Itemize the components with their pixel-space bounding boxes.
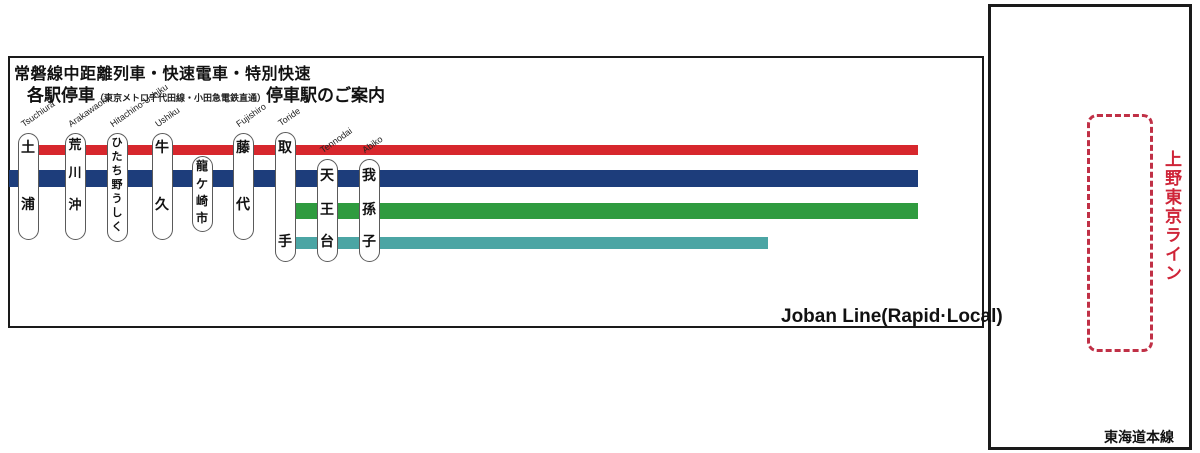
station-name-char: し bbox=[111, 207, 123, 219]
station-capsule: 龍ケ崎市 bbox=[191, 156, 213, 232]
title-through-service-note: （東京メトロ千代田線・小田急電鉄直通） bbox=[95, 93, 267, 103]
poster-title-line1: 常磐線中距離列車・快速電車・特別快速 bbox=[14, 66, 312, 83]
tokaido-main-line-label: 東海道本線 bbox=[1104, 429, 1174, 445]
station-capsule: 土浦 bbox=[17, 133, 39, 240]
map-break-wavy-lines bbox=[1002, 355, 1178, 377]
station-name-char: 土 bbox=[21, 139, 35, 155]
station-name-char: 野 bbox=[111, 179, 123, 191]
station-name-char: う bbox=[111, 193, 123, 205]
station-capsule: ひたち野うしく bbox=[106, 133, 128, 242]
station-name-char: ひ bbox=[111, 137, 123, 149]
joban-line-english-caption: Joban Line(Rapid·Local) bbox=[781, 306, 1003, 327]
station-name-char: 台 bbox=[320, 233, 334, 249]
station-name-char: 王 bbox=[320, 201, 334, 217]
station-name-char: 川 bbox=[68, 165, 82, 180]
station-capsule: 取手 bbox=[274, 132, 296, 262]
poster-title-line2: 各駅停車（東京メトロ千代田線・小田急電鉄直通）停車駅のご案内 bbox=[27, 81, 385, 106]
station-name-char: 牛 bbox=[155, 139, 169, 155]
station-name-char: 藤 bbox=[236, 139, 250, 155]
station-capsule: 我孫子 bbox=[358, 159, 380, 262]
service-line-rapid bbox=[277, 203, 918, 219]
station-name-char: 手 bbox=[278, 233, 292, 249]
station-name-char: 久 bbox=[155, 196, 169, 212]
station-name-char: 浦 bbox=[21, 196, 35, 212]
ueno-tokyo-line-label: 上野東京ライン bbox=[1162, 150, 1181, 283]
station-name-char: 市 bbox=[195, 211, 208, 225]
service-line-special-rapid bbox=[20, 145, 918, 155]
station-name-char: ケ bbox=[195, 177, 208, 191]
station-name-char: た bbox=[111, 151, 123, 163]
station-name-char: 我 bbox=[362, 167, 376, 183]
station-capsule: 荒川沖 bbox=[64, 133, 86, 240]
ueno-tokyo-line-panel bbox=[988, 4, 1192, 450]
station-name-char: 龍 bbox=[195, 159, 208, 173]
station-name-char: 天 bbox=[320, 167, 334, 183]
station-name-char: 荒 bbox=[68, 137, 82, 152]
station-name-char: 孫 bbox=[362, 201, 376, 217]
title-local-service: 各駅停車 bbox=[27, 86, 95, 105]
station-name-char: ち bbox=[111, 165, 123, 177]
station-capsule: 天王台 bbox=[316, 159, 338, 262]
title-stops-guide: 停車駅のご案内 bbox=[266, 86, 386, 105]
station-name-char: 崎 bbox=[195, 194, 208, 208]
station-name-char: 代 bbox=[236, 196, 250, 212]
station-capsule: 牛久 bbox=[151, 133, 173, 240]
station-name-char: 取 bbox=[278, 139, 292, 155]
service-line-rapid-medium-distance bbox=[9, 170, 918, 187]
station-name-char: 子 bbox=[362, 233, 376, 249]
station-capsule: 藤代 bbox=[232, 133, 254, 240]
station-name-char: 沖 bbox=[68, 197, 82, 212]
ueno-tokyo-line-dashed-outline bbox=[1087, 114, 1153, 352]
station-name-char: く bbox=[111, 221, 123, 233]
service-line-local bbox=[279, 237, 768, 249]
